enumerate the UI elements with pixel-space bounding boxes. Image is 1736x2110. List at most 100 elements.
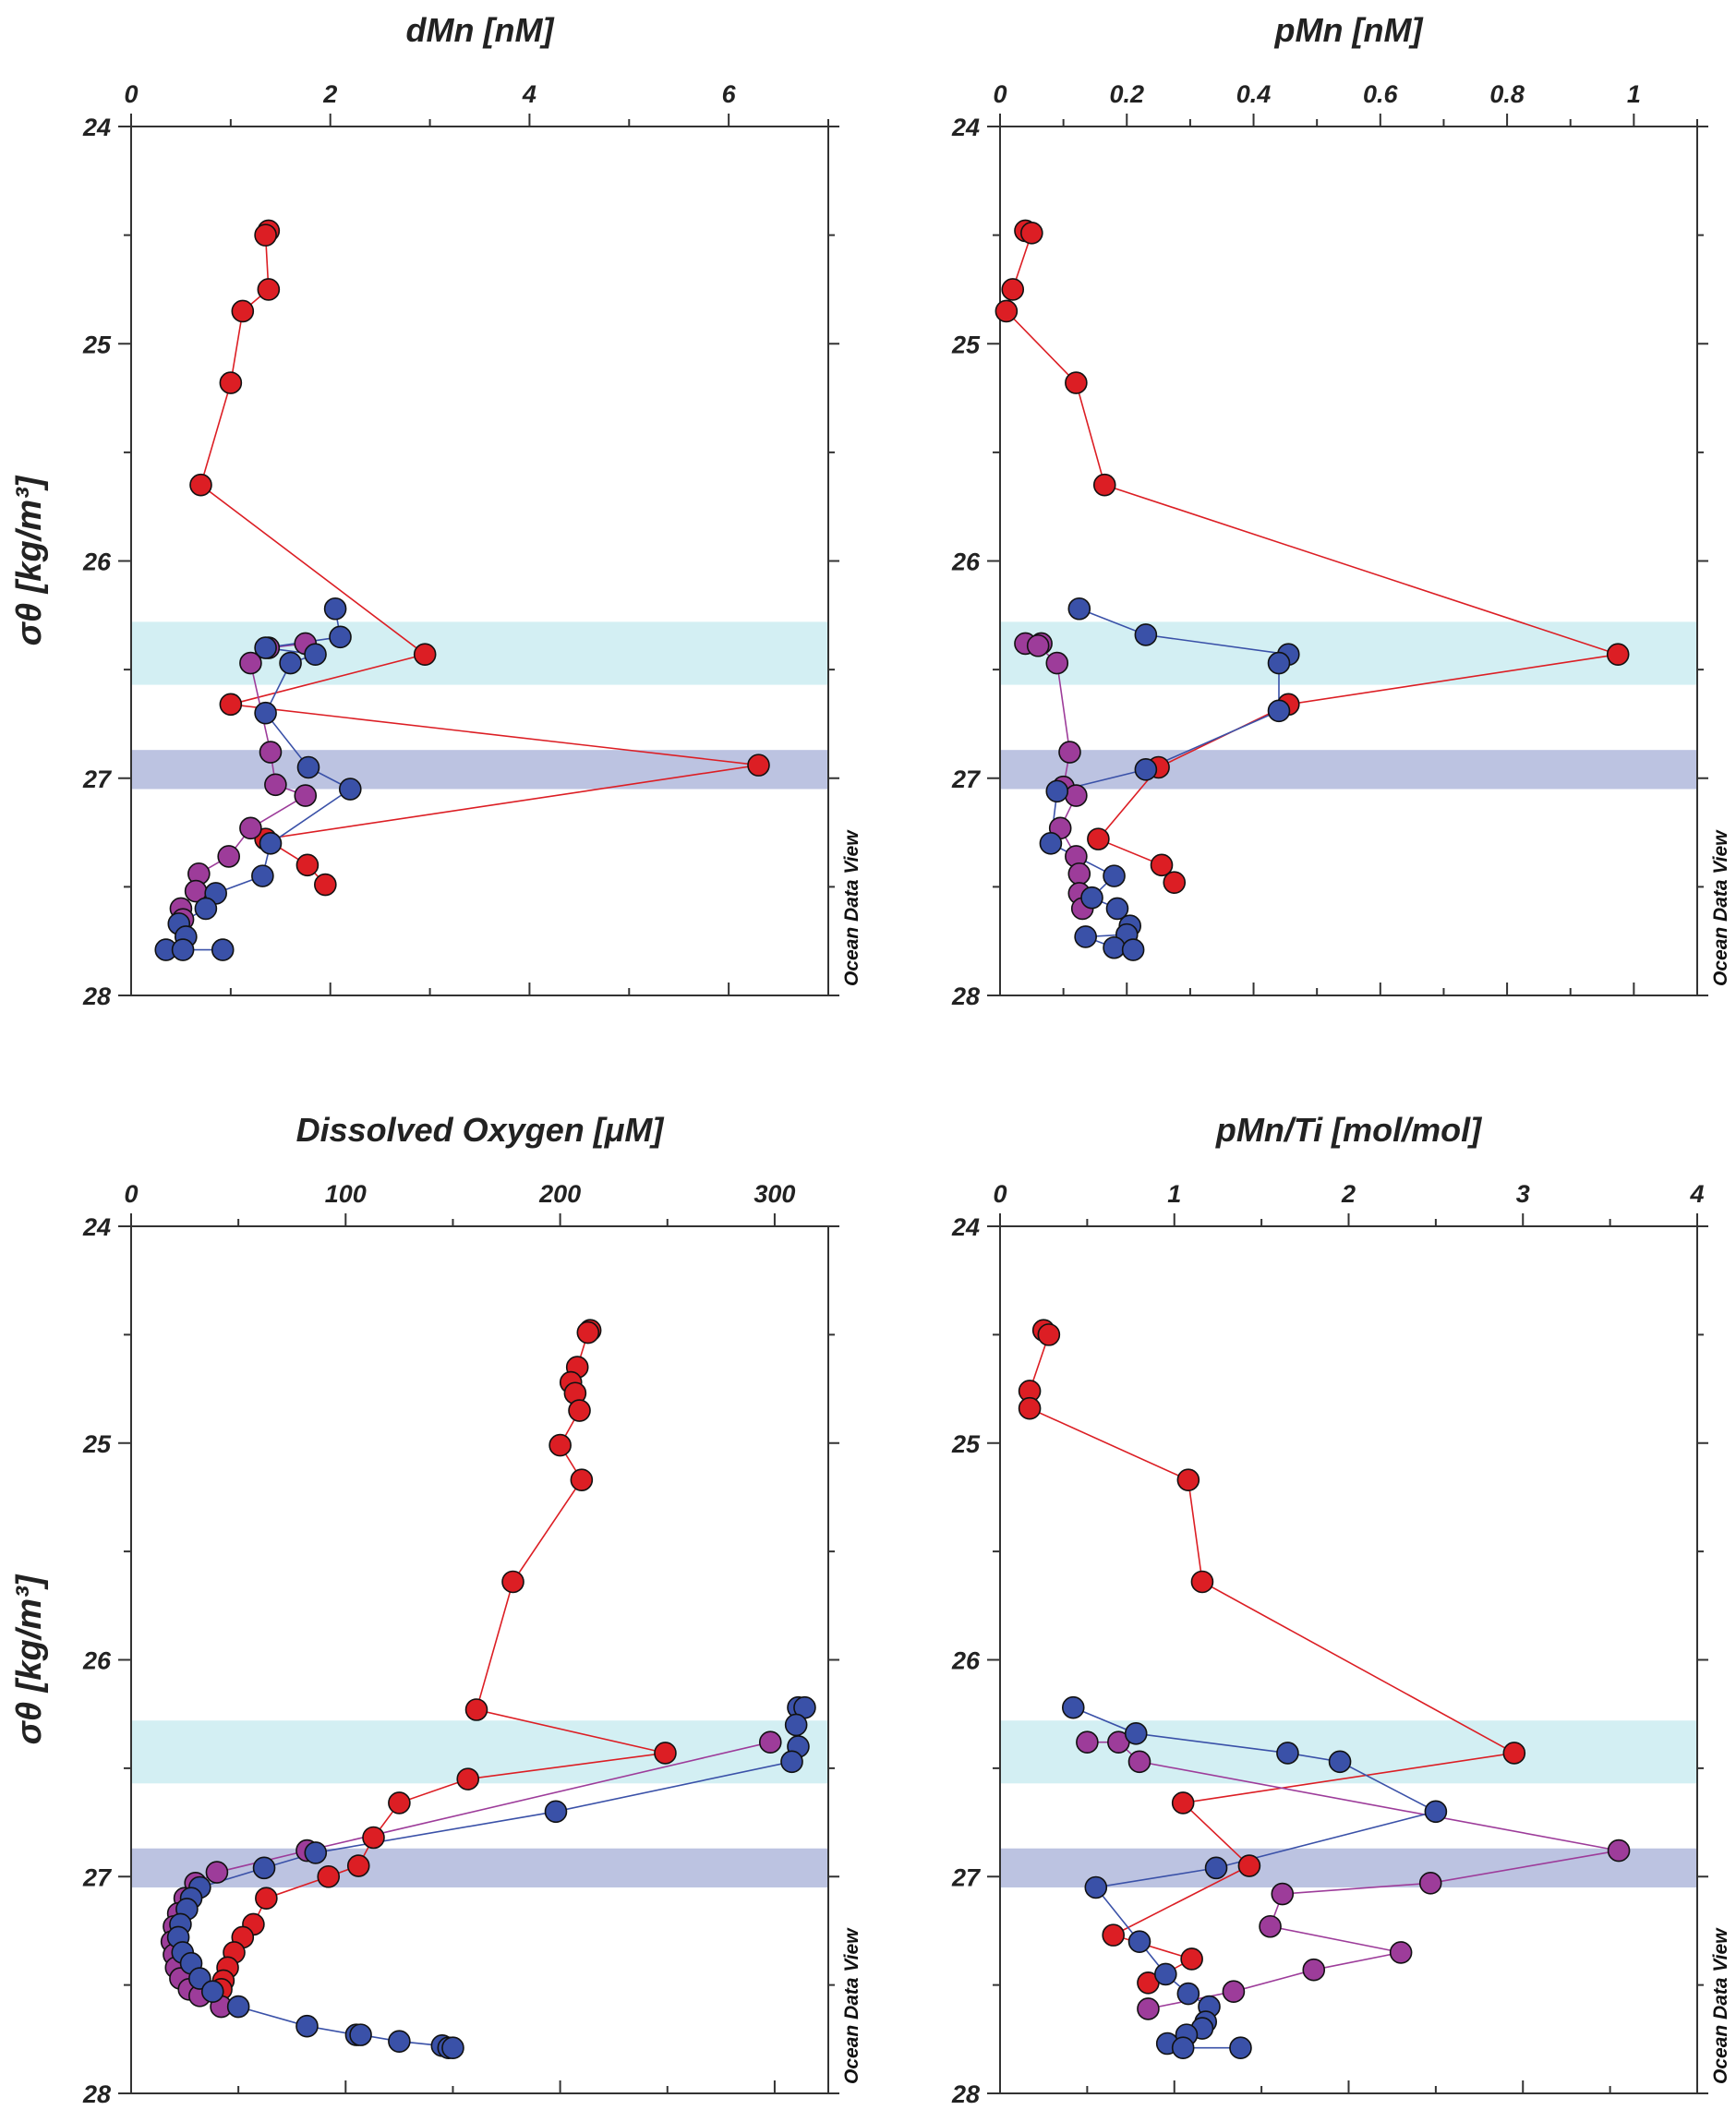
data-point-red bbox=[1502, 1742, 1526, 1765]
data-point-red bbox=[1190, 1570, 1214, 1594]
ocean-data-view-credit: Ocean Data View bbox=[841, 829, 862, 986]
y-tick-label: 27 bbox=[951, 766, 982, 793]
y-tick-label: 27 bbox=[82, 1863, 113, 1891]
ocean-data-view-credit: Ocean Data View bbox=[1710, 1927, 1731, 2084]
data-point-red bbox=[1020, 221, 1043, 245]
y-tick-label: 25 bbox=[951, 1430, 981, 1458]
data-point-red bbox=[1163, 871, 1187, 894]
data-point-red bbox=[1150, 853, 1174, 877]
data-point-purple bbox=[1127, 1750, 1151, 1774]
data-point-blue bbox=[1127, 1930, 1151, 1953]
data-point-blue bbox=[1204, 1856, 1228, 1880]
data-point-purple bbox=[205, 1861, 229, 1884]
ocean-data-view-credit: Ocean Data View bbox=[1710, 829, 1731, 986]
y-tick-label: 24 bbox=[82, 114, 111, 141]
data-point-red bbox=[362, 1826, 385, 1850]
data-point-blue bbox=[304, 1841, 328, 1864]
data-point-blue bbox=[194, 897, 218, 921]
data-point-blue bbox=[1267, 651, 1291, 675]
data-point-blue bbox=[1084, 1875, 1108, 1899]
y-tick-label: 28 bbox=[951, 983, 980, 1010]
panel-title: Dissolved Oxygen [μM] bbox=[296, 1111, 665, 1149]
data-point-blue bbox=[304, 643, 327, 666]
y-tick-label: 24 bbox=[82, 1213, 111, 1241]
x-tick-label: 0.8 bbox=[1489, 80, 1525, 108]
y-tick-label: 24 bbox=[951, 1213, 980, 1241]
y-tick-label: 28 bbox=[82, 983, 111, 1010]
data-point-red bbox=[189, 473, 212, 497]
data-point-blue bbox=[254, 701, 277, 725]
data-point-red bbox=[995, 299, 1019, 323]
data-point-purple bbox=[294, 784, 318, 807]
data-point-purple bbox=[1271, 1882, 1295, 1906]
data-point-blue bbox=[1124, 1722, 1148, 1745]
data-point-blue bbox=[441, 2036, 464, 2060]
y-tick-label: 26 bbox=[82, 549, 112, 576]
data-point-red bbox=[549, 1433, 572, 1457]
data-point-red bbox=[654, 1742, 677, 1765]
data-point-blue bbox=[1176, 1982, 1200, 2006]
data-point-red bbox=[464, 1698, 488, 1721]
y-tick-label: 25 bbox=[951, 331, 981, 358]
x-tick-label: 0 bbox=[993, 1180, 1007, 1208]
data-point-blue bbox=[254, 636, 277, 659]
y-tick-label: 26 bbox=[82, 1647, 112, 1675]
data-point-blue bbox=[1105, 897, 1129, 921]
data-point-purple bbox=[1302, 1958, 1326, 1982]
density-band-1 bbox=[131, 621, 828, 685]
data-point-purple bbox=[264, 773, 287, 797]
y-axis-label: σθ [kg/m³] bbox=[10, 1573, 49, 1744]
data-point-red bbox=[1102, 1923, 1125, 1947]
y-tick-label: 28 bbox=[951, 2080, 980, 2108]
data-point-red bbox=[1087, 827, 1110, 850]
panel-title: dMn [nM] bbox=[406, 11, 555, 49]
data-point-purple bbox=[1259, 1914, 1282, 1938]
density-band-2 bbox=[1000, 750, 1697, 790]
x-tick-label: 200 bbox=[538, 1180, 581, 1208]
data-point-red bbox=[501, 1570, 524, 1594]
data-point-purple bbox=[1222, 1980, 1246, 2003]
data-point-red bbox=[1001, 278, 1025, 301]
y-tick-label: 26 bbox=[951, 1647, 981, 1675]
density-band-2 bbox=[1000, 1848, 1697, 1887]
x-tick-label: 2 bbox=[322, 80, 337, 108]
data-point-red bbox=[576, 1320, 600, 1344]
data-point-purple bbox=[758, 1730, 782, 1754]
data-point-blue bbox=[323, 597, 347, 621]
data-point-blue bbox=[388, 2030, 411, 2053]
data-point-red bbox=[413, 643, 437, 666]
x-tick-label: 0.6 bbox=[1363, 80, 1399, 108]
data-point-red bbox=[219, 693, 243, 717]
data-point-red bbox=[1037, 1323, 1061, 1346]
data-point-red bbox=[1606, 643, 1630, 666]
data-point-purple bbox=[1065, 784, 1088, 807]
data-point-blue bbox=[1134, 758, 1158, 781]
data-point-red bbox=[314, 873, 337, 897]
data-point-blue bbox=[211, 938, 235, 961]
data-point-red bbox=[255, 1887, 278, 1911]
x-tick-label: 0 bbox=[124, 1180, 138, 1208]
data-point-blue bbox=[171, 938, 195, 961]
data-point-red bbox=[257, 278, 281, 301]
data-point-purple bbox=[1026, 633, 1050, 657]
data-point-red bbox=[1092, 473, 1116, 497]
data-point-red bbox=[295, 853, 319, 877]
data-point-blue bbox=[251, 864, 274, 887]
data-point-purple bbox=[259, 741, 283, 764]
data-point-blue bbox=[784, 1713, 808, 1737]
chart-panel-4: 0 1 2 3 4 24 25 26 27 28 pMn/Ti [mol/mol] Ocean Dat… bbox=[951, 1111, 1731, 2108]
data-point-blue bbox=[1074, 925, 1097, 948]
data-point-purple bbox=[1137, 1997, 1160, 2020]
data-point-blue bbox=[338, 778, 362, 801]
data-point-red bbox=[254, 223, 277, 247]
data-point-blue bbox=[259, 832, 283, 855]
data-point-blue bbox=[1045, 779, 1069, 803]
chart-panel-3: 0 100 200 300 24 25 26 27 28 Dissolved Oxygen [μM… bbox=[10, 1111, 862, 2108]
data-point-blue bbox=[1067, 597, 1091, 621]
x-tick-label: 4 bbox=[522, 80, 536, 108]
data-point-blue bbox=[1103, 935, 1126, 959]
data-point-red bbox=[1237, 1854, 1261, 1877]
data-point-blue bbox=[296, 755, 320, 779]
